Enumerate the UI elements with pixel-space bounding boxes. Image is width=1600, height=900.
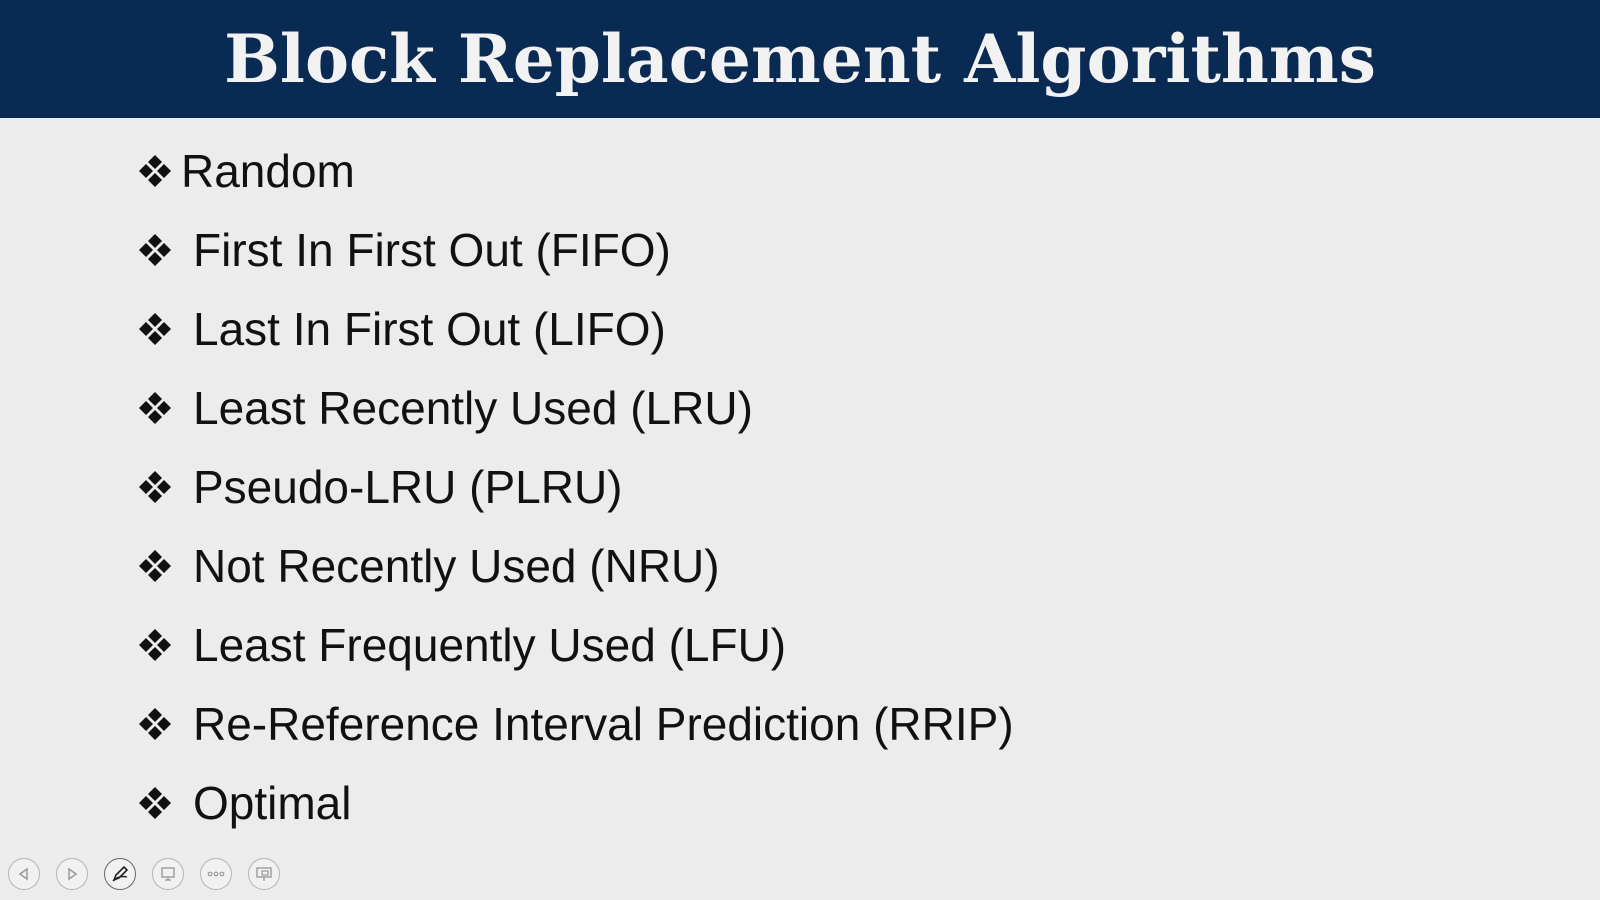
four-diamond-icon: [137, 311, 173, 347]
next-slide-icon: [65, 867, 79, 881]
bullet-item: Optimal: [137, 763, 1014, 842]
bullet-item: Last In First Out (LIFO): [137, 289, 1014, 368]
more-options-icon: [207, 870, 225, 878]
four-diamond-icon: [137, 785, 173, 821]
bullet-text: Last In First Out (LIFO): [193, 302, 666, 355]
previous-slide-icon: [17, 867, 31, 881]
more-options-button[interactable]: [200, 858, 232, 890]
bullet-item: Pseudo-LRU (PLRU): [137, 447, 1014, 526]
bullet-text: Random: [181, 144, 355, 197]
presenter-view-icon: [255, 865, 273, 883]
four-diamond-icon: [137, 232, 173, 268]
bullet-text: Least Recently Used (LRU): [193, 381, 753, 434]
bullet-item: Re-Reference Interval Prediction (RRIP): [137, 684, 1014, 763]
pen-icon: [111, 865, 129, 883]
bullet-text: Not Recently Used (NRU): [193, 539, 720, 592]
bullet-text: Least Frequently Used (LFU): [193, 618, 787, 671]
bullet-text: Re-Reference Interval Prediction (RRIP): [193, 697, 1014, 750]
title-bar: Block Replacement Algorithms: [0, 0, 1600, 118]
four-diamond-icon: [137, 548, 173, 584]
bullet-item: Random: [137, 131, 1014, 210]
four-diamond-icon: [137, 627, 173, 663]
bullet-text: Pseudo-LRU (PLRU): [193, 460, 623, 513]
slides-overview-button[interactable]: [152, 858, 184, 890]
bullet-list: Random First In First Out (FIFO) Last In…: [137, 131, 1014, 842]
bullet-item: Not Recently Used (NRU): [137, 526, 1014, 605]
four-diamond-icon: [137, 390, 173, 426]
bullet-text: Optimal: [193, 776, 352, 829]
presenter-view-button[interactable]: [248, 858, 280, 890]
four-diamond-icon: [137, 153, 173, 189]
pen-button[interactable]: [104, 858, 136, 890]
slideshow-controls: [8, 858, 280, 890]
next-slide-button[interactable]: [56, 858, 88, 890]
slides-overview-icon: [159, 865, 177, 883]
previous-slide-button[interactable]: [8, 858, 40, 890]
slide-title: Block Replacement Algorithms: [224, 20, 1376, 98]
bullet-item: First In First Out (FIFO): [137, 210, 1014, 289]
bullet-item: Least Recently Used (LRU): [137, 368, 1014, 447]
bullet-item: Least Frequently Used (LFU): [137, 605, 1014, 684]
four-diamond-icon: [137, 706, 173, 742]
four-diamond-icon: [137, 469, 173, 505]
bullet-text: First In First Out (FIFO): [193, 223, 671, 276]
